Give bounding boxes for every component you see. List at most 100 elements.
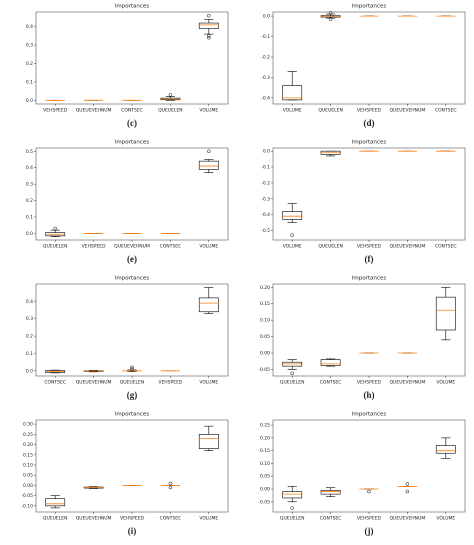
y-tick-label: -0.10 (21, 503, 33, 509)
y-tick-label: 0.30 (23, 422, 33, 428)
box (282, 491, 303, 499)
y-tick-label: -0.4 (261, 95, 270, 101)
x-tick-label: VEHSPEED (120, 516, 145, 522)
y-tick-label: 0.3 (26, 43, 33, 49)
panel-label: (e) (127, 254, 137, 264)
y-tick-label: 0.4 (26, 299, 33, 305)
flier (367, 489, 371, 494)
panel-label: (g) (127, 390, 138, 400)
box (320, 489, 341, 495)
chart-title: Importances (115, 276, 150, 282)
panel-label: (h) (364, 390, 375, 400)
x-tick-label: VOLUME (283, 108, 302, 114)
x-tick-label: VEHSPEED (43, 108, 68, 114)
flier (207, 36, 211, 40)
y-tick-label: 0.15 (260, 301, 270, 307)
y-tick-label: 0.5 (26, 149, 33, 155)
flier (328, 11, 333, 15)
x-tick-label: QUEUELEN (43, 244, 68, 250)
flier (130, 367, 134, 371)
x-tick-label: VOLUME (436, 516, 455, 522)
x-tick-label: CONTSEC (320, 516, 342, 522)
y-tick-label: 0.0 (263, 149, 270, 155)
flier (207, 149, 211, 154)
x-tick-label: VEHSPEED (82, 244, 107, 250)
x-tick-label: CONTSEC (44, 380, 66, 386)
box (198, 297, 219, 313)
box (282, 85, 303, 101)
box (282, 211, 303, 220)
y-tick-label: 0.4 (26, 24, 33, 30)
x-tick-label: VOLUME (199, 244, 218, 250)
y-tick-label: 0.25 (23, 432, 33, 438)
x-tick-label: VOLUME (199, 516, 218, 522)
x-tick-label: QUEUEVEHNUM (390, 516, 426, 522)
x-tick-label: QUEUEVEHNUM (76, 516, 112, 522)
y-tick-label: -0.5 (261, 228, 270, 234)
x-tick-label: VEHSPEED (158, 380, 183, 386)
y-tick-label: 0.20 (260, 435, 270, 441)
y-tick-label: 0.10 (23, 462, 33, 468)
y-tick-label: 0.1 (26, 351, 33, 357)
y-tick-label: -0.1 (261, 34, 270, 40)
x-tick-label: QUEUEVEHNUM (114, 244, 150, 250)
box (435, 445, 456, 454)
y-tick-label: 0.10 (260, 461, 270, 467)
y-tick-label: 0.0 (26, 98, 33, 104)
panel-label: (j) (365, 526, 374, 536)
flier (290, 506, 294, 510)
y-tick-label: 0.15 (23, 452, 33, 458)
flier (168, 93, 173, 97)
chart-title: Importances (352, 4, 387, 10)
y-tick-label: -0.05 (258, 499, 270, 505)
y-tick-label: 0.2 (26, 198, 33, 204)
flier (168, 481, 173, 486)
flier (405, 489, 410, 494)
flier (290, 233, 294, 237)
box (198, 434, 219, 449)
x-tick-label: QUEUEVEHNUM (390, 108, 426, 114)
y-tick-label: -0.1 (261, 165, 270, 171)
y-tick-label: 0.0 (26, 368, 33, 374)
plot-frame (35, 419, 229, 513)
x-tick-label: VOLUME (199, 108, 218, 114)
y-tick-label: 0.0 (263, 14, 270, 20)
x-tick-label: QUEUEVEHNUM (390, 244, 426, 250)
y-tick-label: 0.25 (260, 423, 270, 429)
x-tick-label: QUEUELEN (318, 244, 343, 250)
x-tick-label: VEHSPEED (357, 244, 382, 250)
flier (405, 482, 410, 486)
flier (207, 34, 211, 38)
x-tick-label: CONTSEC (121, 108, 143, 114)
y-tick-label: 0.05 (260, 474, 270, 480)
panel-label: (d) (364, 118, 375, 128)
y-tick-label: 0.20 (23, 442, 33, 448)
box (320, 359, 341, 366)
x-tick-label: CONTSEC (435, 108, 457, 114)
x-tick-label: QUEUEVEHNUM (390, 380, 426, 386)
chart-title: Importances (352, 412, 387, 418)
x-tick-label: VEHSPEED (357, 380, 382, 386)
x-tick-label: VEHSPEED (357, 108, 382, 114)
x-tick-label: VOLUME (199, 380, 218, 386)
chart-title: Importances (352, 276, 387, 282)
y-tick-label: 0.2 (26, 334, 33, 340)
chart-title: Importances (115, 412, 150, 418)
x-tick-label: QUEUELEN (280, 380, 305, 386)
y-tick-label: -0.05 (258, 367, 270, 373)
box (435, 296, 456, 331)
y-tick-label: 0.05 (260, 334, 270, 340)
x-tick-label: VOLUME (283, 244, 302, 250)
y-tick-label: 0.00 (23, 483, 33, 489)
flier (328, 17, 333, 21)
x-tick-label: QUEUELEN (120, 380, 145, 386)
chart-title: Importances (115, 4, 150, 10)
y-tick-label: 0.3 (26, 182, 33, 188)
x-tick-label: VEHSPEED (357, 516, 382, 522)
y-tick-label: -0.3 (261, 196, 270, 202)
y-tick-label: 0.20 (260, 285, 270, 291)
chart-title: Importances (352, 140, 387, 146)
y-tick-label: 0.3 (26, 316, 33, 322)
y-tick-label: 0.4 (26, 165, 33, 171)
